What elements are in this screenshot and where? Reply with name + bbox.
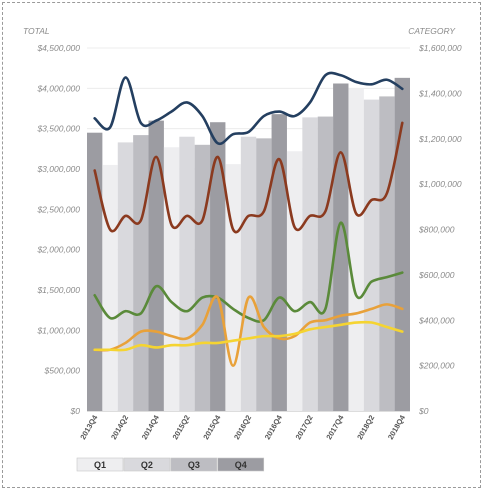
series-line-2 bbox=[93, 121, 404, 234]
bar-2018q1 bbox=[348, 88, 364, 411]
bar-2015q4 bbox=[210, 122, 226, 412]
bar-2014q4 bbox=[148, 120, 164, 411]
bar-2016q2 bbox=[240, 136, 257, 411]
x-tick-label: 2018Q4 bbox=[386, 413, 408, 441]
bar-2017q2 bbox=[302, 117, 318, 411]
left-tick-label: $2,500,000 bbox=[36, 204, 80, 214]
bar-2013q4 bbox=[87, 132, 103, 411]
bar-2018q3 bbox=[379, 96, 395, 412]
bar-2014q1 bbox=[102, 164, 118, 411]
bar-2017q1 bbox=[286, 151, 303, 411]
right-tick-label: $1,000,000 bbox=[418, 179, 462, 189]
legend: Q1 Q2 Q3 Q4 bbox=[76, 457, 265, 472]
bar-2018q4 bbox=[394, 77, 410, 411]
right-tick-label: $600,000 bbox=[418, 270, 455, 280]
right-tick-label: $0 bbox=[418, 406, 429, 416]
x-tick-label: 2014Q4 bbox=[140, 413, 162, 441]
left-tick-label: $0 bbox=[70, 406, 81, 416]
legend-label-q4: Q4 bbox=[235, 460, 247, 470]
left-axis-title: TOTAL bbox=[23, 26, 50, 36]
x-tick-label: 2017Q4 bbox=[324, 413, 346, 441]
x-tick-label: 2018Q2 bbox=[355, 414, 376, 442]
x-tick-label: 2017Q2 bbox=[294, 414, 315, 442]
legend-label-q2: Q2 bbox=[141, 460, 153, 470]
legend-swatch-q4 bbox=[217, 457, 265, 472]
series-line-3 bbox=[93, 221, 404, 323]
right-axis-ticks: $0 $200,000 $400,000 $600,000 $800,000 $1,000… bbox=[418, 43, 462, 416]
bar-2014q2 bbox=[117, 142, 134, 411]
left-tick-label: $1,000,000 bbox=[36, 325, 80, 335]
legend-swatch-q2 bbox=[123, 457, 171, 472]
legend-swatch-q3 bbox=[170, 457, 218, 472]
x-tick-label: 2013Q4 bbox=[78, 413, 100, 441]
x-tick-label: 2014Q2 bbox=[109, 414, 130, 442]
left-tick-label: $3,500,000 bbox=[36, 124, 80, 134]
bar-2016q3 bbox=[256, 138, 272, 411]
left-tick-label: $1,500,000 bbox=[36, 285, 80, 295]
right-tick-label: $200,000 bbox=[418, 361, 455, 371]
bar-2015q1 bbox=[163, 147, 180, 411]
chart-frame: TOTAL CATEGORY $0 $500,000 $1,000,000 $1,50… bbox=[2, 2, 481, 488]
left-tick-label: $3,000,000 bbox=[36, 164, 80, 174]
right-axis-title: CATEGORY bbox=[408, 26, 456, 36]
bar-2015q2 bbox=[179, 136, 195, 411]
right-tick-label: $1,600,000 bbox=[418, 43, 462, 53]
legend-swatch-q1 bbox=[76, 457, 124, 472]
x-tick-label: 2016Q2 bbox=[232, 414, 253, 442]
x-tick-label: 2016Q4 bbox=[263, 413, 285, 441]
right-tick-label: $800,000 bbox=[418, 225, 455, 235]
right-tick-label: $1,400,000 bbox=[418, 88, 462, 98]
bar-2018q2 bbox=[363, 99, 380, 412]
right-tick-label: $1,200,000 bbox=[418, 134, 462, 144]
combo-chart: TOTAL CATEGORY $0 $500,000 $1,000,000 $1,50… bbox=[23, 26, 462, 472]
series-line-4 bbox=[93, 295, 404, 367]
x-axis-ticks: 2013Q4 2014Q2 2014Q4 2015Q2 2015Q4 2016Q2 2016… bbox=[78, 413, 407, 441]
x-tick-label: 2015Q4 bbox=[201, 413, 223, 441]
bars-group bbox=[87, 77, 410, 412]
series-line-1 bbox=[93, 71, 404, 146]
left-tick-label: $2,000,000 bbox=[36, 245, 80, 255]
left-tick-label: $500,000 bbox=[44, 366, 81, 376]
left-axis-ticks: $0 $500,000 $1,000,000 $1,500,000 $2,000,000… bbox=[36, 43, 80, 416]
left-tick-label: $4,500,000 bbox=[36, 43, 80, 53]
left-tick-label: $4,000,000 bbox=[36, 83, 80, 93]
right-tick-label: $400,000 bbox=[418, 315, 455, 325]
lines-group bbox=[93, 71, 404, 367]
legend-label-q1: Q1 bbox=[94, 460, 106, 470]
legend-label-q3: Q3 bbox=[188, 460, 200, 470]
x-tick-label: 2015Q2 bbox=[171, 414, 192, 442]
bar-2014q3 bbox=[133, 135, 149, 411]
bar-2015q3 bbox=[194, 144, 211, 412]
series-line-5 bbox=[93, 320, 404, 352]
bar-2017q3 bbox=[317, 116, 334, 412]
